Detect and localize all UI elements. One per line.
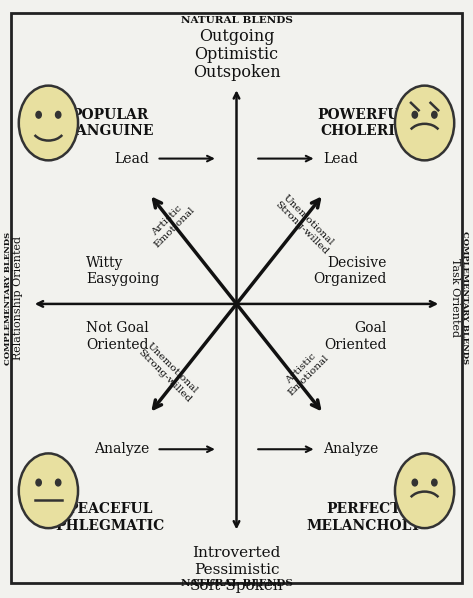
Text: Unemotional
Strong-willed: Unemotional Strong-willed [136, 340, 201, 404]
Text: PEACEFUL
PHLEGMATIC: PEACEFUL PHLEGMATIC [55, 502, 164, 533]
Text: Not Goal
Oriented: Not Goal Oriented [86, 322, 149, 352]
Text: Relationship Oriented: Relationship Oriented [13, 236, 23, 360]
Text: Lead: Lead [324, 151, 359, 166]
Text: Unemotional
Strong-willed: Unemotional Strong-willed [272, 192, 337, 256]
Circle shape [55, 111, 61, 118]
Text: COMPLEMENTARY BLENDS: COMPLEMENTARY BLENDS [462, 231, 470, 365]
Text: Witty
Easygoing: Witty Easygoing [86, 256, 159, 286]
Text: Pessimistic: Pessimistic [194, 563, 279, 576]
Circle shape [412, 111, 418, 118]
Text: Task Oriented: Task Oriented [450, 258, 460, 337]
Text: Artistic
Emotional: Artistic Emotional [145, 198, 196, 249]
Circle shape [36, 479, 41, 486]
Text: POPULAR
SANGUINE: POPULAR SANGUINE [66, 108, 153, 138]
Circle shape [432, 111, 437, 118]
Text: Outspoken: Outspoken [193, 63, 280, 81]
Text: Soft-Spoken: Soft-Spoken [190, 579, 283, 593]
Text: Analyze: Analyze [324, 443, 379, 456]
Text: Lead: Lead [114, 151, 149, 166]
Text: NATURAL BLENDS: NATURAL BLENDS [181, 16, 292, 25]
Text: COMPLEMENTARY BLENDS: COMPLEMENTARY BLENDS [3, 231, 11, 365]
Text: PERFECT
MELANCHOLY: PERFECT MELANCHOLY [306, 502, 420, 533]
Circle shape [432, 479, 437, 486]
Circle shape [395, 453, 454, 528]
Text: Optimistic: Optimistic [194, 46, 279, 63]
Text: Artistic
Emotional: Artistic Emotional [279, 346, 331, 398]
Circle shape [19, 453, 78, 528]
Text: Goal
Oriented: Goal Oriented [324, 322, 387, 352]
Text: POWERFUL
CHOLERIC: POWERFUL CHOLERIC [317, 108, 410, 138]
Circle shape [55, 479, 61, 486]
Text: Analyze: Analyze [94, 443, 149, 456]
Text: NATURAL BLENDS: NATURAL BLENDS [181, 579, 292, 588]
Circle shape [395, 86, 454, 160]
Circle shape [19, 86, 78, 160]
Text: Decisive
Organized: Decisive Organized [314, 256, 387, 286]
Text: Introverted: Introverted [193, 546, 280, 560]
Text: Outgoing: Outgoing [199, 28, 274, 45]
Circle shape [412, 479, 418, 486]
Circle shape [36, 111, 41, 118]
